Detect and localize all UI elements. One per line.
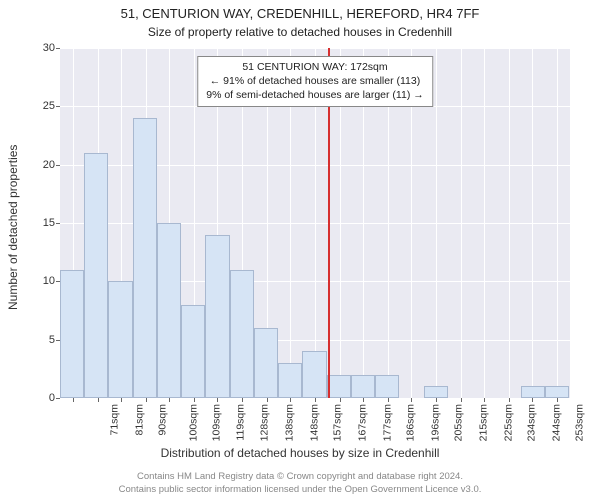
x-tick-label: 244sqm — [551, 404, 563, 441]
histogram-bar — [351, 375, 375, 398]
histogram-bar — [424, 386, 448, 398]
histogram-bar — [545, 386, 569, 398]
x-tick-label: 138sqm — [283, 404, 295, 441]
histogram-bar — [157, 223, 181, 398]
x-tick-label: 167sqm — [356, 404, 368, 441]
gridline-v — [461, 48, 462, 398]
histogram-bar — [205, 235, 229, 398]
annotation-line1: 51 CENTURION WAY: 172sqm — [206, 60, 424, 74]
footer-line2: Contains public sector information licen… — [0, 484, 600, 496]
x-tick-label: 196sqm — [430, 404, 442, 441]
x-tick-mark — [363, 398, 364, 402]
gridline-v — [484, 48, 485, 398]
y-tick-mark — [56, 106, 60, 107]
y-tick-label: 5 — [15, 334, 55, 346]
x-tick-mark — [461, 398, 462, 402]
histogram-bar — [302, 351, 326, 398]
x-tick-mark — [509, 398, 510, 402]
y-tick-label: 0 — [15, 392, 55, 404]
chart-title: 51, CENTURION WAY, CREDENHILL, HEREFORD,… — [0, 0, 600, 23]
x-tick-mark — [315, 398, 316, 402]
y-tick-mark — [56, 165, 60, 166]
x-tick-label: 71sqm — [108, 404, 120, 436]
histogram-bar — [278, 363, 302, 398]
x-tick-mark — [242, 398, 243, 402]
histogram-bar — [133, 118, 157, 398]
x-tick-label: 234sqm — [526, 404, 538, 441]
x-tick-mark — [194, 398, 195, 402]
x-tick-mark — [388, 398, 389, 402]
x-tick-label: 100sqm — [187, 404, 199, 441]
x-tick-label: 205sqm — [452, 404, 464, 441]
y-tick-label: 10 — [15, 275, 55, 287]
x-tick-label: 109sqm — [210, 404, 222, 441]
x-tick-label: 225sqm — [503, 404, 515, 441]
x-tick-mark — [436, 398, 437, 402]
x-tick-mark — [121, 398, 122, 402]
x-axis-label: Distribution of detached houses by size … — [0, 446, 600, 460]
x-tick-mark — [217, 398, 218, 402]
histogram-bar — [521, 386, 545, 398]
annotation-line2: ← 91% of detached houses are smaller (11… — [206, 74, 424, 88]
gridline-v — [557, 48, 558, 398]
x-tick-mark — [267, 398, 268, 402]
x-tick-mark — [98, 398, 99, 402]
y-tick-mark — [56, 340, 60, 341]
histogram-bar — [84, 153, 108, 398]
gridline-v — [532, 48, 533, 398]
x-tick-label: 215sqm — [478, 404, 490, 441]
y-tick-mark — [56, 281, 60, 282]
gridline-v — [436, 48, 437, 398]
chart-subtitle: Size of property relative to detached ho… — [0, 23, 600, 39]
x-tick-mark — [557, 398, 558, 402]
x-tick-label: 253sqm — [573, 404, 585, 441]
x-tick-label: 186sqm — [404, 404, 416, 441]
y-tick-mark — [56, 398, 60, 399]
y-tick-label: 30 — [15, 42, 55, 54]
histogram-bar — [60, 270, 84, 398]
y-tick-label: 15 — [15, 217, 55, 229]
histogram-bar — [254, 328, 278, 398]
x-tick-mark — [290, 398, 291, 402]
histogram-bar — [327, 375, 351, 398]
x-tick-label: 177sqm — [382, 404, 394, 441]
x-tick-label: 90sqm — [156, 404, 168, 436]
x-tick-label: 128sqm — [258, 404, 270, 441]
x-tick-label: 157sqm — [331, 404, 343, 441]
annotation-box: 51 CENTURION WAY: 172sqm ← 91% of detach… — [197, 56, 433, 107]
x-tick-label: 119sqm — [234, 404, 246, 441]
y-tick-label: 25 — [15, 100, 55, 112]
y-tick-label: 20 — [15, 159, 55, 171]
histogram-bar — [108, 281, 132, 398]
x-tick-mark — [169, 398, 170, 402]
footer-line1: Contains HM Land Registry data © Crown c… — [0, 471, 600, 483]
histogram-bar — [375, 375, 399, 398]
annotation-line3: 9% of semi-detached houses are larger (1… — [206, 88, 424, 102]
chart-footer: Contains HM Land Registry data © Crown c… — [0, 471, 600, 496]
x-tick-mark — [532, 398, 533, 402]
y-tick-mark — [56, 223, 60, 224]
histogram-bar — [181, 305, 205, 398]
y-tick-mark — [56, 48, 60, 49]
x-tick-mark — [146, 398, 147, 402]
gridline-v — [509, 48, 510, 398]
x-tick-mark — [73, 398, 74, 402]
x-tick-mark — [484, 398, 485, 402]
x-tick-mark — [340, 398, 341, 402]
x-tick-label: 148sqm — [308, 404, 320, 441]
x-tick-label: 81sqm — [133, 404, 145, 436]
x-tick-mark — [411, 398, 412, 402]
histogram-bar — [230, 270, 254, 398]
